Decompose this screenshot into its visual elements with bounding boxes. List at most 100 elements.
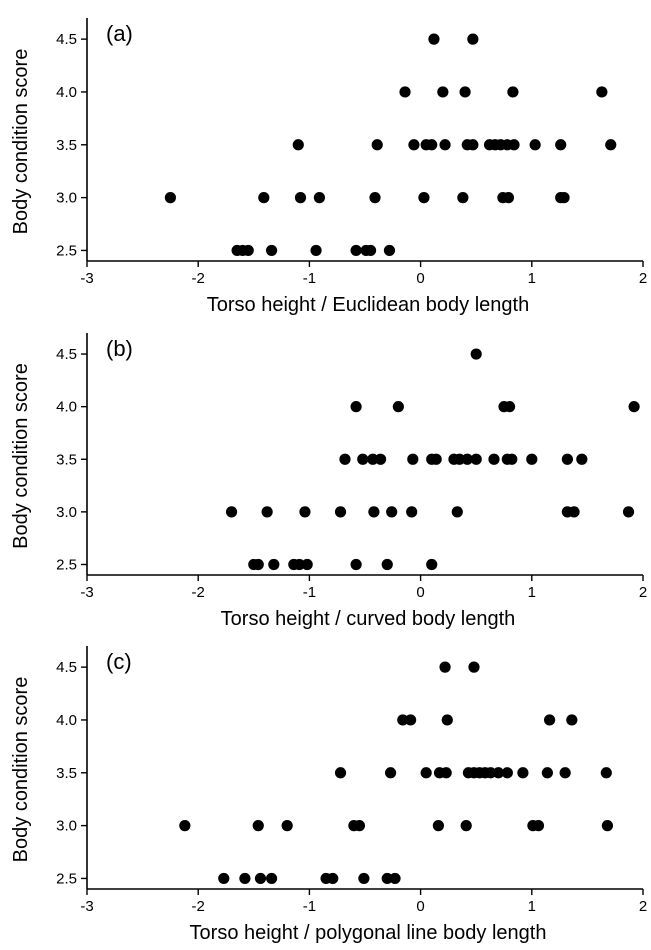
data-point [252,820,264,832]
data-point [381,872,393,885]
data-point [532,820,545,832]
y-axis-label: Body condition score [10,49,32,235]
data-point [353,820,366,832]
data-point [432,820,444,832]
x-axis-label: Torso height / Euclidean body length [207,294,529,316]
data-point [293,558,305,571]
x-tick-label: 2 [639,270,647,287]
y-axis-label: Body condition score [10,677,32,863]
data-point [507,86,519,98]
data-point [357,453,369,465]
data-point [374,453,387,465]
data-point [437,86,449,98]
data-point [397,714,409,726]
y-tick-label: 3.0 [56,818,77,835]
data-point [371,139,383,151]
x-tick-label: 0 [416,898,424,915]
x-tick-label: -1 [303,898,316,915]
y-tick-label: 4.0 [56,399,77,416]
data-point [468,661,480,673]
data-point [485,767,497,779]
data-point [254,872,267,885]
data-point [428,33,440,45]
data-point [461,453,473,465]
data-point [503,401,516,413]
data-point [508,139,520,151]
x-axis-label: Torso height / curved body length [221,608,516,630]
data-point [281,820,293,832]
data-point [292,139,304,151]
y-tick-label: 3.5 [56,765,77,782]
data-point [265,244,278,257]
x-tick-label: 2 [639,898,647,915]
data-point [426,558,438,571]
data-point [517,767,529,779]
data-point [555,139,567,151]
data-point [381,558,393,571]
x-tick-label: -3 [80,898,93,915]
data-point [258,192,270,204]
data-point [526,453,538,465]
data-point [350,244,362,257]
data-point [566,714,578,726]
data-point [386,506,398,518]
data-point [492,767,505,779]
data-point [339,453,351,465]
data-point [600,767,612,779]
data-point [501,767,513,779]
x-tick-label: -1 [303,270,316,287]
data-point [605,139,617,151]
data-point [364,244,377,257]
data-point [265,872,278,885]
y-tick-label: 4.5 [56,346,77,363]
y-tick-label: 3.0 [56,504,77,521]
data-point [418,192,430,204]
y-tick-label: 3.5 [56,451,77,468]
data-point [299,506,311,518]
data-point [368,506,380,518]
y-tick-label: 4.0 [56,84,77,101]
data-point [334,506,347,518]
x-tick-label: 1 [528,898,536,915]
data-point [408,139,420,151]
data-point [460,820,472,832]
x-tick-label: -2 [192,270,205,287]
data-point [426,139,438,151]
x-tick-label: 1 [528,584,536,601]
x-tick-label: 0 [416,270,424,287]
data-point [506,453,518,465]
data-point [420,767,432,779]
y-tick-label: 2.5 [56,556,77,573]
data-point [601,820,614,832]
panel-label: (a) [106,21,133,46]
data-point [440,767,452,779]
panel-a: 2.5 3.0 3.5 4.0 4.5 -3 -2 -1 0 1 2 Torso height / E… [10,18,647,316]
data-point [559,767,571,779]
data-point [218,872,230,885]
x-tick-label: -2 [192,898,205,915]
data-point [399,86,411,98]
x-tick-label: 1 [528,270,536,287]
x-tick-label: -3 [80,584,93,601]
y-tick-label: 4.5 [56,659,77,676]
data-point [350,558,362,571]
data-point [392,401,404,413]
data-point [451,506,463,518]
data-point [252,558,264,571]
panel-c: 2.5 3.0 3.5 4.0 4.5 -3 -2 -1 0 1 2 Torso height / p… [10,646,647,944]
data-point [459,86,471,98]
data-point [367,453,379,465]
y-tick-label: 4.5 [56,31,77,48]
data-point [561,453,573,465]
data-point [301,558,313,571]
data-point [576,453,588,465]
data-point [502,192,515,204]
data-point [268,558,280,571]
panel-label: (b) [106,336,133,361]
data-point [313,192,326,204]
data-point [470,348,482,360]
y-tick-label: 3.5 [56,137,77,154]
data-point [596,86,608,98]
data-point [453,453,466,465]
